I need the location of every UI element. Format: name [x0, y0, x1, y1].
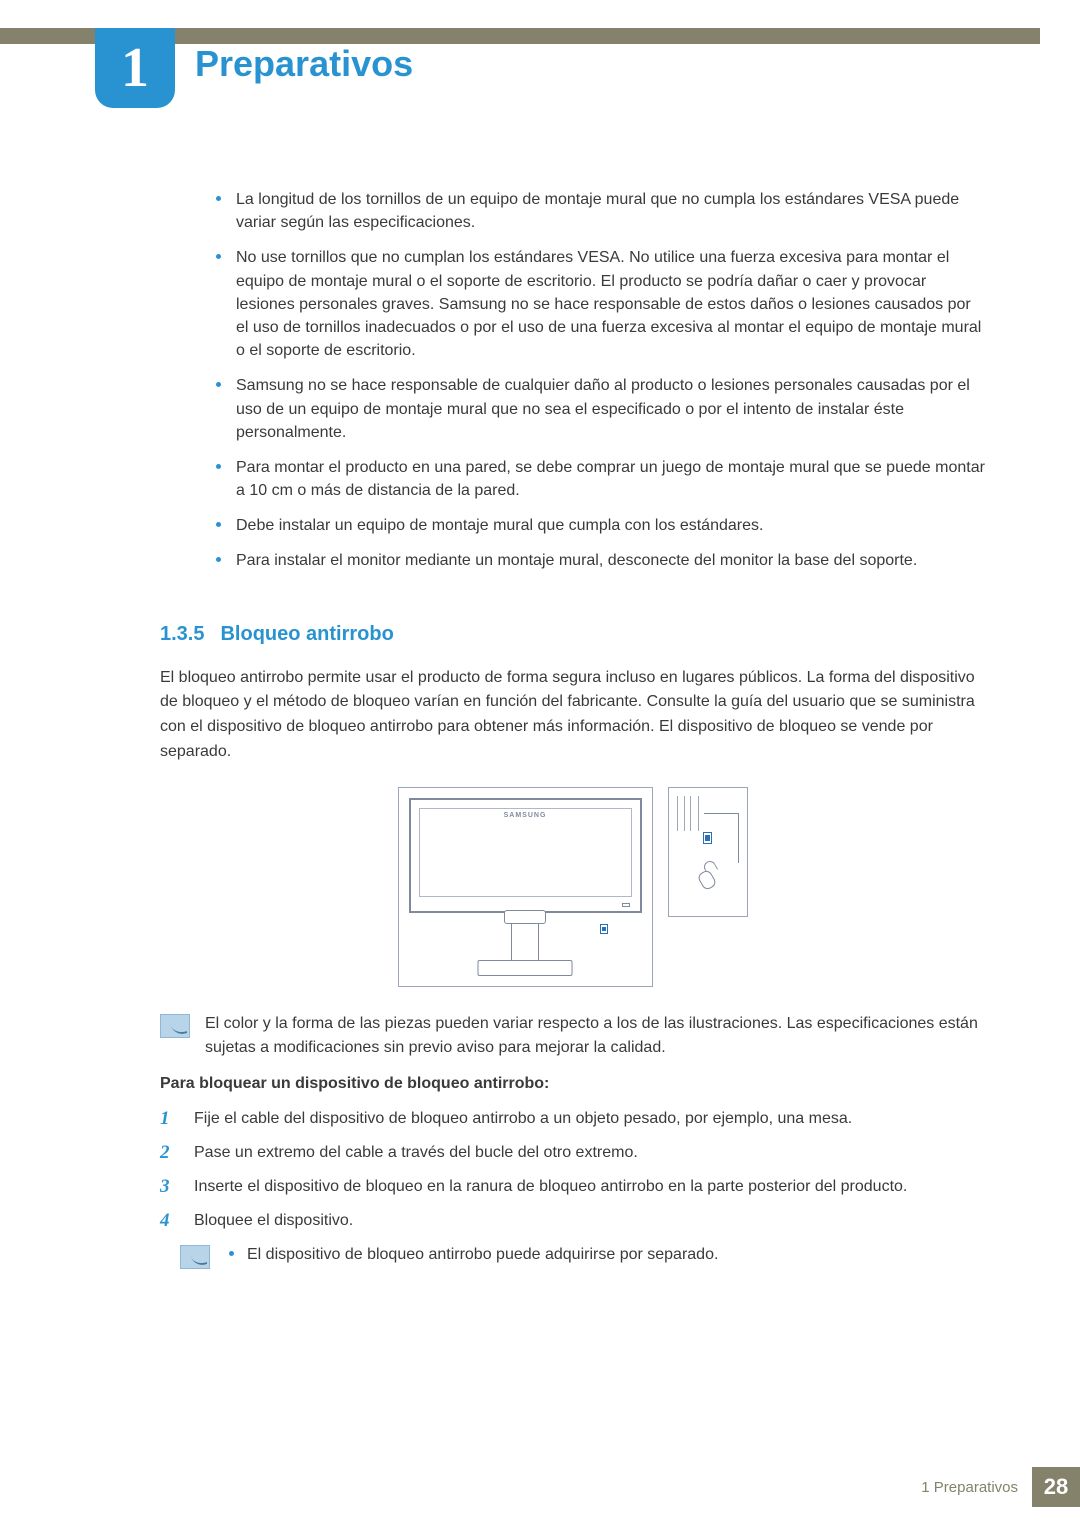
monitor-base — [478, 960, 573, 976]
content-area: La longitud de los tornillos de un equip… — [160, 188, 985, 1269]
monitor-power-indicator — [622, 903, 630, 907]
section-title: Bloqueo antirrobo — [220, 623, 393, 645]
monitor-hinge — [504, 910, 546, 924]
list-item: Para montar el producto en una pared, se… — [218, 456, 985, 502]
step-item: Fije el cable del dispositivo de bloqueo… — [160, 1107, 985, 1131]
list-item: Samsung no se hace responsable de cualqu… — [218, 374, 985, 444]
section-intro: El bloqueo antirrobo permite usar el pro… — [160, 666, 985, 765]
footer-label: 1 Preparativos — [921, 1479, 1018, 1496]
note-text: El color y la forma de las piezas pueden… — [205, 1012, 985, 1060]
lock-port-icon — [600, 924, 608, 934]
note-bullet-item: El dispositivo de bloqueo antirrobo pued… — [225, 1243, 718, 1267]
diagram-container: SAMSUNG — [160, 787, 985, 987]
section-heading: 1.3.5 Bloqueo antirrobo — [160, 623, 985, 646]
steps-heading: Para bloquear un dispositivo de bloqueo … — [160, 1075, 985, 1093]
note-row-2: El dispositivo de bloqueo antirrobo pued… — [160, 1243, 985, 1269]
note-icon — [160, 1014, 190, 1038]
list-item: Debe instalar un equipo de montaje mural… — [218, 514, 985, 537]
page-number: 28 — [1032, 1467, 1080, 1507]
step-item: Bloquee el dispositivo. — [160, 1209, 985, 1233]
section-number: 1.3.5 — [160, 623, 204, 645]
detail-diagram — [668, 787, 748, 917]
chapter-number: 1 — [121, 36, 149, 100]
monitor-screen: SAMSUNG — [409, 798, 642, 913]
note-bullet-list: El dispositivo de bloqueo antirrobo pued… — [225, 1243, 718, 1267]
detail-lock-port-icon — [703, 832, 712, 844]
step-item: Pase un extremo del cable a través del b… — [160, 1141, 985, 1165]
note-icon — [180, 1245, 210, 1269]
monitor-diagram: SAMSUNG — [398, 787, 653, 987]
chapter-tab: 1 — [95, 28, 175, 108]
monitor-screen-bezel — [419, 808, 632, 897]
chapter-title: Preparativos — [195, 43, 413, 85]
note-row: El color y la forma de las piezas pueden… — [160, 1012, 985, 1060]
step-item: Inserte el dispositivo de bloqueo en la … — [160, 1175, 985, 1199]
intro-bullet-list: La longitud de los tornillos de un equip… — [160, 188, 985, 573]
list-item: Para instalar el monitor mediante un mon… — [218, 549, 985, 572]
steps-list: Fije el cable del dispositivo de bloqueo… — [160, 1107, 985, 1233]
list-item: No use tornillos que no cumplan los está… — [218, 246, 985, 362]
footer: 1 Preparativos 28 — [921, 1467, 1080, 1507]
padlock-icon — [694, 863, 722, 903]
list-item: La longitud de los tornillos de un equip… — [218, 188, 985, 234]
detail-vents — [677, 796, 699, 831]
